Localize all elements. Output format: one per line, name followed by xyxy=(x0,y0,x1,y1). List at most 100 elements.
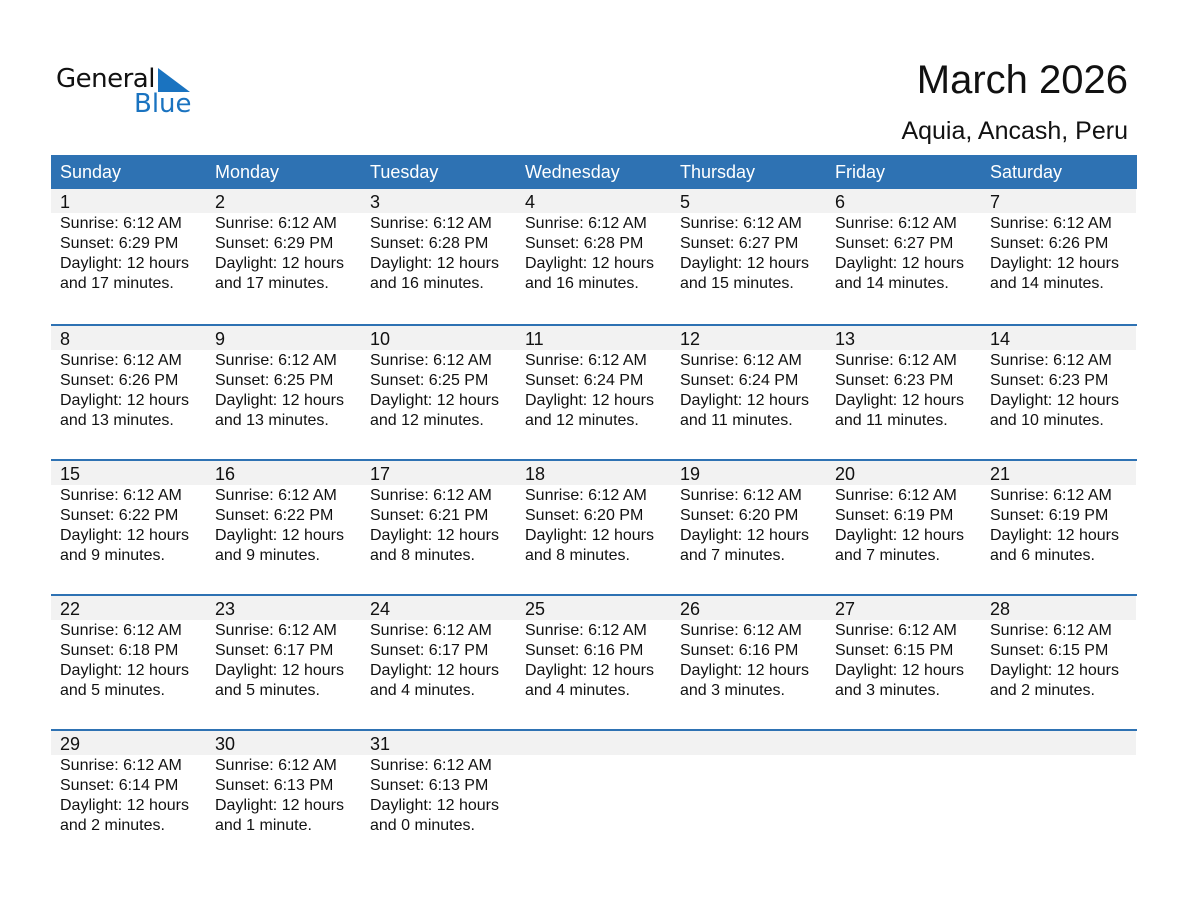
daylight-minutes-text: and 9 minutes. xyxy=(215,547,320,564)
daylight-text: Daylight: 12 hours xyxy=(370,797,499,814)
sunset-text: Sunset: 6:17 PM xyxy=(215,642,334,659)
daylight-minutes-text: and 16 minutes. xyxy=(370,275,484,292)
day-number: 31 xyxy=(361,731,516,755)
day-number: 24 xyxy=(361,596,516,620)
weekday-saturday: Saturday xyxy=(990,162,1063,182)
sunset-text: Sunset: 6:15 PM xyxy=(835,642,954,659)
daylight-minutes-text: and 12 minutes. xyxy=(370,412,484,429)
day-number: 22 xyxy=(51,596,206,620)
daylight-text: Daylight: 12 hours xyxy=(680,662,809,679)
weekday-tuesday: Tuesday xyxy=(370,162,439,182)
sunrise-text: Sunrise: 6:12 AM xyxy=(680,487,802,504)
day-cell: 1 Sunrise: 6:12 AM Sunset: 6:29 PM Dayli… xyxy=(51,189,206,324)
sunrise-text: Sunrise: 6:12 AM xyxy=(835,215,957,232)
daylight-minutes-text: and 7 minutes. xyxy=(680,547,785,564)
weekday-monday: Monday xyxy=(215,162,280,182)
day-cell: 25 Sunrise: 6:12 AM Sunset: 6:16 PM Dayl… xyxy=(516,596,671,729)
calendar: Sunday Monday Tuesday Wednesday Thursday Frid… xyxy=(51,155,1137,864)
daylight-minutes-text: and 9 minutes. xyxy=(60,547,165,564)
daylight-minutes-text: and 2 minutes. xyxy=(990,682,1095,699)
sunrise-text: Sunrise: 6:12 AM xyxy=(835,352,957,369)
sunset-text: Sunset: 6:24 PM xyxy=(680,372,799,389)
day-cell: 17 Sunrise: 6:12 AM Sunset: 6:21 PM Dayl… xyxy=(361,461,516,594)
sunset-text: Sunset: 6:16 PM xyxy=(680,642,799,659)
sunrise-text: Sunrise: 6:12 AM xyxy=(60,487,182,504)
sunrise-text: Sunrise: 6:12 AM xyxy=(370,215,492,232)
day-cell: 3 Sunrise: 6:12 AM Sunset: 6:28 PM Dayli… xyxy=(361,189,516,324)
day-cell: 5 Sunrise: 6:12 AM Sunset: 6:27 PM Dayli… xyxy=(671,189,826,324)
daylight-text: Daylight: 12 hours xyxy=(680,255,809,272)
daylight-minutes-text: and 8 minutes. xyxy=(525,547,630,564)
daylight-minutes-text: and 13 minutes. xyxy=(60,412,174,429)
day-number: 3 xyxy=(361,189,516,213)
sunset-text: Sunset: 6:20 PM xyxy=(680,507,799,524)
day-number: 18 xyxy=(516,461,671,485)
sunset-text: Sunset: 6:27 PM xyxy=(835,235,954,252)
daylight-text: Daylight: 12 hours xyxy=(215,527,344,544)
daylight-minutes-text: and 8 minutes. xyxy=(370,547,475,564)
day-number: 29 xyxy=(51,731,206,755)
week-row: 15 Sunrise: 6:12 AM Sunset: 6:22 PM Dayl… xyxy=(51,459,1137,594)
daylight-minutes-text: and 1 minute. xyxy=(215,817,312,834)
sunrise-text: Sunrise: 6:12 AM xyxy=(525,352,647,369)
day-number: 25 xyxy=(516,596,671,620)
daylight-minutes-text: and 0 minutes. xyxy=(370,817,475,834)
daylight-minutes-text: and 15 minutes. xyxy=(680,275,794,292)
day-number: 27 xyxy=(826,596,981,620)
sunrise-text: Sunrise: 6:12 AM xyxy=(525,622,647,639)
weekday-friday: Friday xyxy=(835,162,886,182)
sunset-text: Sunset: 6:22 PM xyxy=(215,507,334,524)
day-cell: 4 Sunrise: 6:12 AM Sunset: 6:28 PM Dayli… xyxy=(516,189,671,324)
sunset-text: Sunset: 6:15 PM xyxy=(990,642,1109,659)
empty-cell xyxy=(981,731,1136,864)
daylight-text: Daylight: 12 hours xyxy=(215,392,344,409)
daylight-minutes-text: and 12 minutes. xyxy=(525,412,639,429)
daylight-text: Daylight: 12 hours xyxy=(370,662,499,679)
day-cell: 28 Sunrise: 6:12 AM Sunset: 6:15 PM Dayl… xyxy=(981,596,1136,729)
daylight-minutes-text: and 2 minutes. xyxy=(60,817,165,834)
sunset-text: Sunset: 6:23 PM xyxy=(835,372,954,389)
daylight-text: Daylight: 12 hours xyxy=(60,662,189,679)
daylight-text: Daylight: 12 hours xyxy=(60,255,189,272)
day-cell: 15 Sunrise: 6:12 AM Sunset: 6:22 PM Dayl… xyxy=(51,461,206,594)
day-cell: 26 Sunrise: 6:12 AM Sunset: 6:16 PM Dayl… xyxy=(671,596,826,729)
sunrise-text: Sunrise: 6:12 AM xyxy=(680,352,802,369)
daylight-minutes-text: and 17 minutes. xyxy=(215,275,329,292)
day-cell: 7 Sunrise: 6:12 AM Sunset: 6:26 PM Dayli… xyxy=(981,189,1136,324)
daylight-text: Daylight: 12 hours xyxy=(215,662,344,679)
daylight-minutes-text: and 10 minutes. xyxy=(990,412,1104,429)
daylight-minutes-text: and 4 minutes. xyxy=(525,682,630,699)
day-cell: 29 Sunrise: 6:12 AM Sunset: 6:14 PM Dayl… xyxy=(51,731,206,864)
daylight-minutes-text: and 14 minutes. xyxy=(835,275,949,292)
logo-blue-text: Blue xyxy=(134,89,192,119)
day-number: 5 xyxy=(671,189,826,213)
day-cell: 27 Sunrise: 6:12 AM Sunset: 6:15 PM Dayl… xyxy=(826,596,981,729)
day-cell: 10 Sunrise: 6:12 AM Sunset: 6:25 PM Dayl… xyxy=(361,326,516,459)
sunrise-text: Sunrise: 6:12 AM xyxy=(215,352,337,369)
daylight-text: Daylight: 12 hours xyxy=(60,392,189,409)
day-cell: 20 Sunrise: 6:12 AM Sunset: 6:19 PM Dayl… xyxy=(826,461,981,594)
day-number: 6 xyxy=(826,189,981,213)
daylight-text: Daylight: 12 hours xyxy=(835,527,964,544)
sunset-text: Sunset: 6:24 PM xyxy=(525,372,644,389)
sunrise-text: Sunrise: 6:12 AM xyxy=(370,622,492,639)
weekday-sunday: Sunday xyxy=(60,162,122,182)
sunset-text: Sunset: 6:26 PM xyxy=(990,235,1109,252)
day-number: 21 xyxy=(981,461,1136,485)
day-cell: 8 Sunrise: 6:12 AM Sunset: 6:26 PM Dayli… xyxy=(51,326,206,459)
sunrise-text: Sunrise: 6:12 AM xyxy=(215,622,337,639)
day-number: 12 xyxy=(671,326,826,350)
sunset-text: Sunset: 6:26 PM xyxy=(60,372,179,389)
daylight-text: Daylight: 12 hours xyxy=(370,527,499,544)
day-cell: 31 Sunrise: 6:12 AM Sunset: 6:13 PM Dayl… xyxy=(361,731,516,864)
daylight-minutes-text: and 5 minutes. xyxy=(215,682,320,699)
day-number: 9 xyxy=(206,326,361,350)
day-cell: 11 Sunrise: 6:12 AM Sunset: 6:24 PM Dayl… xyxy=(516,326,671,459)
day-cell: 22 Sunrise: 6:12 AM Sunset: 6:18 PM Dayl… xyxy=(51,596,206,729)
sunset-text: Sunset: 6:23 PM xyxy=(990,372,1109,389)
daylight-minutes-text: and 7 minutes. xyxy=(835,547,940,564)
day-number: 20 xyxy=(826,461,981,485)
day-number: 13 xyxy=(826,326,981,350)
sunrise-text: Sunrise: 6:12 AM xyxy=(60,622,182,639)
sunset-text: Sunset: 6:19 PM xyxy=(835,507,954,524)
